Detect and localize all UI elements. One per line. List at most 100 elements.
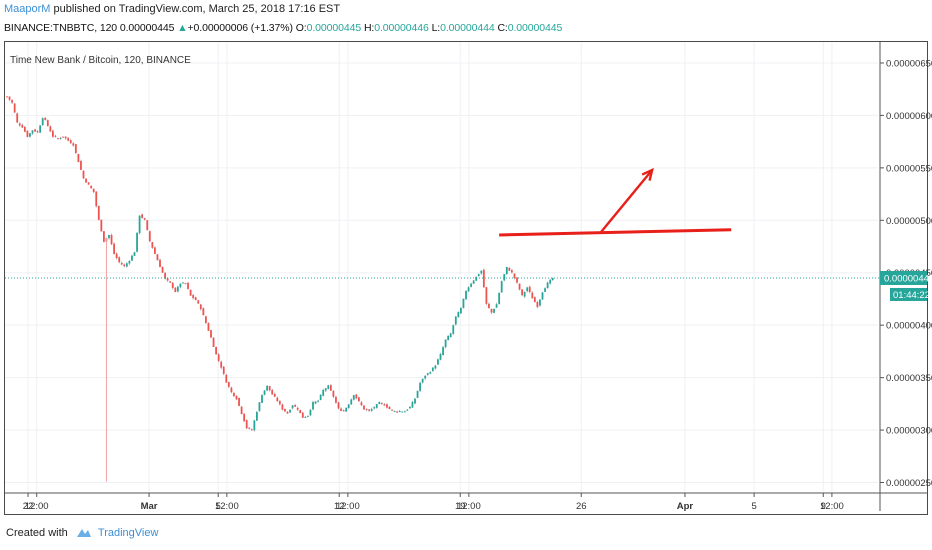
candle-body [62,136,64,138]
candle-body [59,137,62,139]
candle-body [171,282,174,289]
candle-body [368,409,370,411]
candle-body [80,161,82,170]
candle-body [289,409,291,413]
arrow-head-icon [641,167,654,181]
x-tick-label: 12:00 [25,501,49,512]
candle-body [363,405,365,410]
candle-body [26,130,29,137]
close-value: 0.00000445 [507,22,563,34]
candle-body [531,292,534,299]
candle-body [322,389,325,396]
x-tick-label: 26 [576,501,587,512]
candle-body [276,397,279,402]
open-label: O: [295,22,307,34]
x-tick-label: 9 [821,501,826,512]
candle-body [411,402,414,408]
candle-body [268,385,271,391]
last-price-text: 0.00000445 [119,22,175,34]
candle-body [29,133,31,137]
candle-body [143,218,146,220]
candle-body [261,395,263,403]
candle-body [431,367,434,372]
x-tick-label: 22 [23,501,34,512]
candle-body [482,269,485,288]
candle-body [414,398,416,404]
candle-body [391,409,393,411]
chart-frame[interactable] [4,41,928,515]
candle-body [355,394,358,399]
candle-body [128,260,131,264]
candle-body [72,143,75,146]
candle-body [508,267,511,271]
candle-body [296,407,299,410]
high-label: H: [363,22,375,34]
candle-body [370,408,373,411]
resistance-line [499,228,732,237]
candle-body [31,130,34,134]
y-tick-label: 0.00000600 [886,111,932,122]
candle-body [115,253,118,259]
candle-body [437,359,439,365]
candle-body [467,287,470,292]
candle-body [337,402,340,409]
candle-body [286,411,289,414]
candle-body [490,308,493,313]
candle-body [189,289,192,296]
candle-body [21,124,24,128]
candle-body [95,191,98,207]
candle-body [449,333,452,338]
x-tick-label: 12:00 [336,501,360,512]
candle-body [291,405,294,409]
candle-body [500,281,503,293]
up-arrow-icon: ▲ [177,22,188,34]
candle-body [100,219,103,232]
candle-body [222,366,225,374]
candle-body [131,255,133,261]
candle-body [69,140,72,144]
candle-body [521,289,523,296]
candle-body [317,400,319,402]
candle-body [345,407,348,412]
author-link[interactable]: MaaporM [4,3,51,15]
candle-body [161,266,164,273]
candle-body [110,234,113,245]
candle-body [263,390,266,395]
candle-body [187,282,189,289]
candle-body [46,120,49,127]
candle-body [245,420,248,429]
candle-body [36,131,39,133]
candle-body [365,408,368,410]
candle-body [44,117,47,120]
candle-body [294,405,297,407]
candle-body [220,361,223,368]
y-tick-label: 0.00000400 [886,321,932,332]
candle-body [373,407,376,409]
candle-body [488,303,490,309]
candle-body [388,406,391,410]
candle-body [11,99,13,103]
candle-body [176,286,179,292]
candle-body [97,205,100,220]
candle-body [485,287,488,304]
tradingview-link[interactable]: TradingView [97,527,159,539]
countdown-label: 01:44:22 [893,290,930,301]
x-tick-label: 12 [334,501,345,512]
candle-body [18,123,21,126]
candle-body [210,330,212,338]
candle-body [444,339,447,348]
candle-body [419,382,421,391]
candle-body [340,408,342,411]
candle-body [518,283,521,290]
candle-body [358,397,360,402]
candle-body [90,185,93,189]
candle-body [250,429,253,431]
candle-body [125,263,128,267]
candle-body [533,297,536,303]
candle-body [166,278,169,281]
candle-body [386,404,388,408]
candle-body [154,247,156,254]
change-text: +0.00000006 (+1.37%) [187,22,293,34]
candle-body [398,411,401,413]
